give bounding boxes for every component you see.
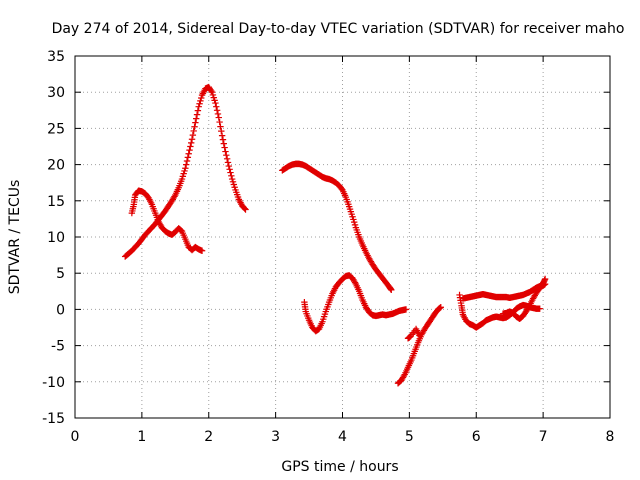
- x-tick-label: 4: [338, 429, 347, 445]
- data-point: [227, 169, 234, 176]
- data-point: [226, 166, 233, 173]
- data-point: [189, 131, 197, 139]
- data-point: [228, 172, 235, 180]
- data-point: [223, 155, 231, 163]
- data-point: [221, 144, 228, 151]
- x-tick-labels: 0 1 2 3 4 5 6 7 8: [71, 429, 615, 445]
- data-point: [191, 123, 198, 130]
- data-point: [351, 279, 359, 286]
- x-tick-label: 7: [539, 429, 548, 445]
- data-point: [208, 87, 215, 95]
- data-point: [198, 247, 206, 254]
- x-tick-label: 0: [71, 429, 80, 445]
- data-point: [193, 111, 201, 118]
- y-tick-label: 30: [47, 85, 65, 101]
- y-tick-labels: -15 -10 -5 0 5 10 15 20 25 30 35: [42, 49, 65, 427]
- y-tick-label: -15: [42, 411, 65, 427]
- data-point: [217, 123, 224, 130]
- data-point: [222, 148, 229, 155]
- data-point: [193, 115, 200, 122]
- data-point: [213, 107, 221, 114]
- data-point: [186, 146, 193, 154]
- y-tick-label: 5: [56, 266, 65, 282]
- data-point: [219, 136, 227, 143]
- data-point: [213, 103, 220, 110]
- data-point: [241, 205, 248, 212]
- data-point: [182, 161, 190, 168]
- y-tick-label: 15: [47, 194, 65, 210]
- y-tick-label: 0: [56, 302, 65, 318]
- data-point: [536, 305, 543, 312]
- data-point: [187, 139, 195, 147]
- chart-title: Day 274 of 2014, Sidereal Day-to-day VTE…: [52, 21, 625, 37]
- data-point: [224, 159, 232, 166]
- data-point: [188, 136, 196, 143]
- data-point: [220, 140, 227, 147]
- data-point: [183, 157, 191, 165]
- data-point: [171, 193, 178, 200]
- y-tick-label: -5: [51, 339, 65, 355]
- x-tick-label: 5: [405, 429, 414, 445]
- x-axis-label: GPS time / hours: [281, 459, 398, 475]
- data-point: [400, 372, 408, 380]
- data-point: [185, 150, 192, 157]
- y-axis-label: SDTVAR / TECUs: [7, 180, 23, 295]
- data-point: [184, 154, 192, 161]
- data-point: [196, 100, 203, 107]
- y-tick-label: 35: [47, 49, 65, 65]
- data-point: [242, 206, 249, 213]
- data-point: [223, 151, 230, 159]
- data-point: [194, 107, 202, 114]
- y-tick-label: 10: [47, 230, 65, 246]
- data-point: [225, 162, 233, 170]
- x-tick-label: 1: [137, 429, 146, 445]
- data-point: [214, 110, 222, 118]
- data-point: [218, 132, 226, 139]
- data-point: [215, 114, 222, 121]
- data-point: [388, 286, 395, 294]
- x-tick-label: 6: [472, 429, 481, 445]
- data-point: [192, 119, 199, 126]
- data-point: [541, 280, 549, 288]
- data-point: [190, 127, 197, 135]
- y-tick-label: -10: [42, 375, 65, 391]
- data-point: [182, 165, 189, 172]
- data-point: [437, 304, 445, 311]
- plot-frame: [74, 55, 611, 419]
- y-tick-label: 20: [47, 158, 65, 174]
- data-point: [218, 127, 225, 135]
- x-tick-label: 8: [606, 429, 615, 445]
- data-point: [187, 143, 194, 150]
- grid-lines: [75, 56, 610, 418]
- x-tick-label: 2: [204, 429, 213, 445]
- x-tick-label: 3: [271, 429, 280, 445]
- data-point: [197, 97, 204, 105]
- data-point: [402, 306, 410, 313]
- data-point: [216, 118, 223, 126]
- data-point: [212, 99, 219, 107]
- data-point: [195, 103, 202, 110]
- data-points: [121, 83, 549, 387]
- data-point: [416, 332, 423, 339]
- y-tick-label: 25: [47, 121, 65, 137]
- data-point: [198, 94, 205, 102]
